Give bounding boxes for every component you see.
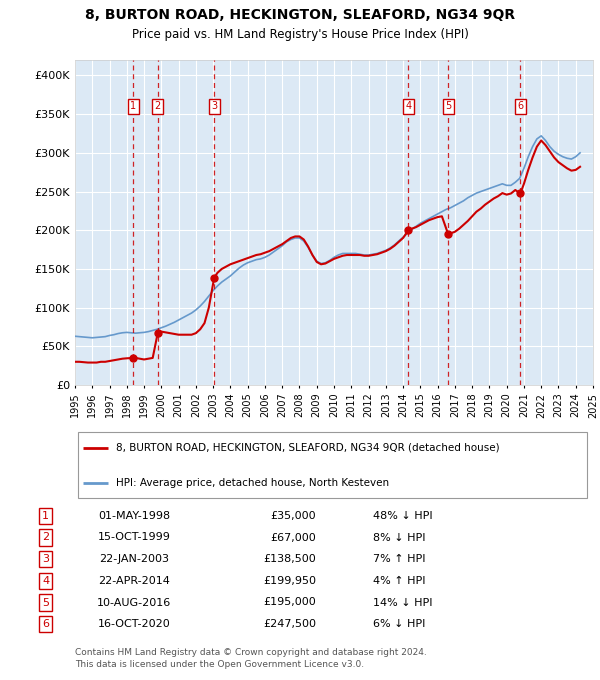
Text: 8, BURTON ROAD, HECKINGTON, SLEAFORD, NG34 9QR: 8, BURTON ROAD, HECKINGTON, SLEAFORD, NG…	[85, 8, 515, 22]
Text: 8, BURTON ROAD, HECKINGTON, SLEAFORD, NG34 9QR (detached house): 8, BURTON ROAD, HECKINGTON, SLEAFORD, NG…	[116, 443, 500, 452]
Text: 22-APR-2014: 22-APR-2014	[98, 576, 170, 586]
Text: 2: 2	[155, 101, 161, 112]
Text: 4% ↑ HPI: 4% ↑ HPI	[373, 576, 426, 586]
Text: 48% ↓ HPI: 48% ↓ HPI	[373, 511, 433, 521]
Text: 4: 4	[42, 576, 49, 586]
Text: This data is licensed under the Open Government Licence v3.0.: This data is licensed under the Open Gov…	[75, 660, 364, 669]
Text: Price paid vs. HM Land Registry's House Price Index (HPI): Price paid vs. HM Land Registry's House …	[131, 28, 469, 41]
Text: 10-AUG-2016: 10-AUG-2016	[97, 598, 171, 607]
Text: 6: 6	[42, 619, 49, 629]
Text: 3: 3	[211, 101, 217, 112]
Text: 16-OCT-2020: 16-OCT-2020	[98, 619, 170, 629]
Text: 15-OCT-1999: 15-OCT-1999	[98, 532, 170, 543]
Text: 4: 4	[406, 101, 412, 112]
Text: 5: 5	[445, 101, 451, 112]
Text: £195,000: £195,000	[263, 598, 316, 607]
Text: 01-MAY-1998: 01-MAY-1998	[98, 511, 170, 521]
Text: 5: 5	[42, 598, 49, 607]
Text: HPI: Average price, detached house, North Kesteven: HPI: Average price, detached house, Nort…	[116, 477, 389, 488]
Text: 3: 3	[42, 554, 49, 564]
Text: £67,000: £67,000	[271, 532, 316, 543]
Text: £247,500: £247,500	[263, 619, 316, 629]
Text: 14% ↓ HPI: 14% ↓ HPI	[373, 598, 433, 607]
FancyBboxPatch shape	[77, 432, 587, 498]
Text: 1: 1	[130, 101, 136, 112]
Text: £199,950: £199,950	[263, 576, 316, 586]
Text: 1: 1	[42, 511, 49, 521]
Text: 7% ↑ HPI: 7% ↑ HPI	[373, 554, 426, 564]
Text: 8% ↓ HPI: 8% ↓ HPI	[373, 532, 426, 543]
Text: £138,500: £138,500	[263, 554, 316, 564]
Text: Contains HM Land Registry data © Crown copyright and database right 2024.: Contains HM Land Registry data © Crown c…	[75, 648, 427, 657]
Text: 6% ↓ HPI: 6% ↓ HPI	[373, 619, 426, 629]
Text: 22-JAN-2003: 22-JAN-2003	[99, 554, 169, 564]
Text: 2: 2	[42, 532, 49, 543]
Text: 6: 6	[517, 101, 523, 112]
Text: £35,000: £35,000	[271, 511, 316, 521]
